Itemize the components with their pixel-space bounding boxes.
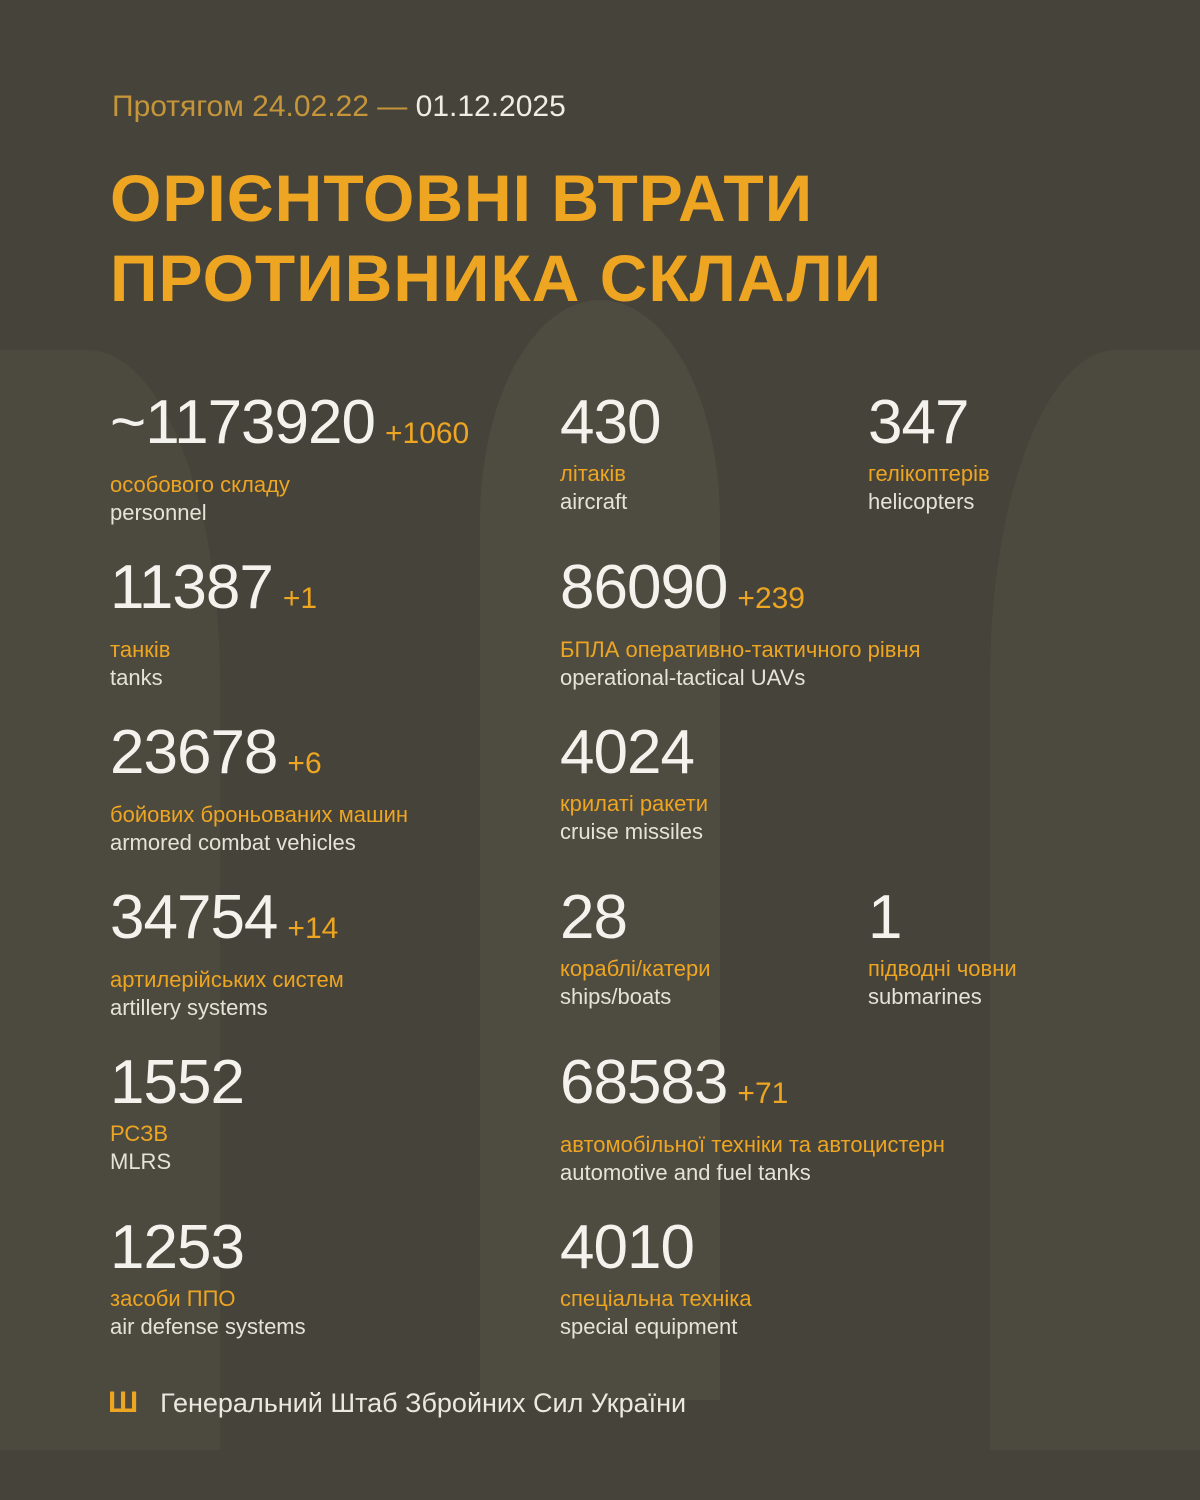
stat-label-ua: кораблі/катери: [560, 956, 711, 981]
stat-label-en: tanks: [110, 665, 163, 690]
stat-item: 4024 крилаті ракети cruise missiles: [560, 722, 708, 846]
trident-icon: Ш: [108, 1386, 139, 1419]
stat-number: 34754: [110, 883, 278, 952]
period-prefix: Протягом 24.02.22 —: [112, 90, 416, 123]
stat-value: 11387 +1: [110, 557, 317, 630]
stat-value: 1552: [110, 1052, 245, 1114]
stat-number: 4024: [560, 718, 695, 787]
stat-number: ~1173920: [110, 388, 376, 457]
stat-delta: +1: [282, 582, 318, 615]
stat-label-ua: крилаті ракети: [560, 791, 709, 816]
stat-delta: +1060: [384, 417, 470, 450]
stat-item: 1552 РСЗВ MLRS: [110, 1052, 245, 1176]
stat-label-ua: підводні човни: [868, 956, 1017, 981]
stat-delta: +14: [287, 912, 339, 945]
footer-text: Генеральний Штаб Збройних Сил України: [160, 1387, 687, 1418]
stat-value: 86090 +239: [560, 557, 921, 630]
stat-number: 11387: [110, 553, 274, 622]
stat-label-ua: БПЛА оперативно-тактичного рівня: [560, 637, 921, 662]
stat-value: 1: [868, 887, 1017, 949]
stat-number: 4010: [560, 1213, 695, 1282]
stat-value: 1253: [110, 1217, 306, 1279]
stat-label-ua: танків: [110, 637, 171, 662]
period: Протягом 24.02.22 — 01.12.2025: [112, 90, 566, 124]
stat-label-en: aircraft: [560, 489, 628, 514]
title-line-2: ПРОТИВНИКА СКЛАЛИ: [110, 241, 883, 315]
stat-number: 86090: [560, 553, 728, 622]
stat-number: 1: [868, 883, 902, 952]
stat-item: 4010 спеціальна техніка special equipment: [560, 1217, 752, 1341]
stat-value: 347: [868, 392, 990, 454]
stat-number: 1552: [110, 1048, 245, 1117]
stat-label-en: cruise missiles: [560, 819, 704, 844]
stat-label-en: artillery systems: [110, 995, 268, 1020]
stat-label-en: helicopters: [868, 489, 975, 514]
stat-delta: +71: [737, 1077, 789, 1110]
stat-label-en: automotive and fuel tanks: [560, 1160, 811, 1185]
stat-item: 28 кораблі/катери ships/boats: [560, 887, 710, 1011]
stat-label-en: operational-tactical UAVs: [560, 665, 806, 690]
stat-number: 23678: [110, 718, 278, 787]
stat-item: ~1173920 +1060 особового складу personnel: [110, 392, 469, 527]
footer: Ш Генеральний Штаб Збройних Сил України: [108, 1386, 686, 1420]
stat-item: 23678 +6 бойових броньованих машин armored …: [110, 722, 408, 857]
stat-label-ua: РСЗВ: [110, 1121, 169, 1146]
stat-item: 347 гелікоптерів helicopters: [868, 392, 990, 516]
stat-item: 34754 +14 артилерійських систем artillery s…: [110, 887, 344, 1022]
stat-label-en: MLRS: [110, 1149, 172, 1174]
stat-value: ~1173920 +1060: [110, 392, 469, 465]
stat-label-ua: автомобільної техніки та автоцистерн: [560, 1132, 945, 1157]
stat-delta: +239: [737, 582, 805, 615]
stat-label-ua: гелікоптерів: [868, 461, 990, 486]
stat-value: 4024: [560, 722, 708, 784]
page-title: ОРІЄНТОВНІ ВТРАТИ ПРОТИВНИКА СКЛАЛИ: [110, 158, 882, 318]
background-shape: [990, 350, 1200, 1450]
stat-label-ua: засоби ППО: [110, 1286, 236, 1311]
stat-value: 430: [560, 392, 661, 454]
stat-value: 4010: [560, 1217, 752, 1279]
stat-value: 34754 +14: [110, 887, 344, 960]
background-shape: [0, 350, 220, 1450]
stat-number: 430: [560, 388, 661, 457]
stat-number: 68583: [560, 1048, 728, 1117]
stat-label-en: submarines: [868, 984, 982, 1009]
stat-value: 28: [560, 887, 710, 949]
stat-number: 1253: [110, 1213, 245, 1282]
stat-label-en: air defense systems: [110, 1314, 306, 1339]
stat-item: 68583 +71 автомобільної техніки та автоцис…: [560, 1052, 945, 1187]
stat-value: 23678 +6: [110, 722, 408, 795]
stat-delta: +6: [287, 747, 322, 780]
stat-label-ua: літаків: [560, 461, 626, 486]
title-line-1: ОРІЄНТОВНІ ВТРАТИ: [110, 161, 814, 235]
stat-number: 28: [560, 883, 628, 952]
stat-item: 11387 +1 танків tanks: [110, 557, 317, 692]
stat-item: 1253 засоби ППО air defense systems: [110, 1217, 306, 1341]
stat-label-ua: особового складу: [110, 472, 290, 497]
stat-number: 347: [868, 388, 969, 457]
stat-label-ua: артилерійських систем: [110, 967, 344, 992]
stat-label-ua: спеціальна техніка: [560, 1286, 752, 1311]
period-end: 01.12.2025: [415, 90, 566, 123]
stat-label-en: ships/boats: [560, 984, 672, 1009]
stat-label-en: special equipment: [560, 1314, 738, 1339]
stat-label-en: personnel: [110, 500, 207, 525]
stat-value: 68583 +71: [560, 1052, 945, 1125]
stat-label-en: armored combat vehicles: [110, 830, 356, 855]
stat-item: 86090 +239 БПЛА оперативно-тактичного рівн…: [560, 557, 921, 692]
stat-item: 430 літаків aircraft: [560, 392, 661, 516]
stat-item: 1 підводні човни submarines: [868, 887, 1017, 1011]
background-shape: [480, 300, 720, 1400]
stat-label-ua: бойових броньованих машин: [110, 802, 409, 827]
